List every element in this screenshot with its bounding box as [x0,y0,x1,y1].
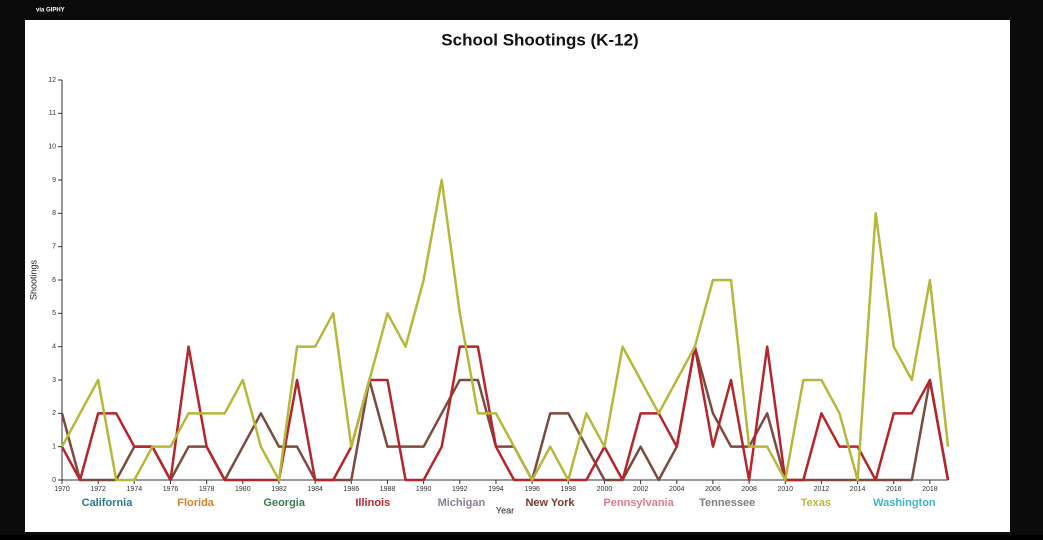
legend-entry: Illinois [355,497,390,509]
x-tick-label: 2016 [886,486,902,493]
x-tick-label: 2004 [669,486,685,493]
legend-entry: Georgia [263,497,305,509]
x-tick-label: 1970 [54,486,70,493]
x-tick-label: 2008 [741,486,757,493]
x-tick-label: 1984 [307,486,323,493]
legend-entry: Tennessee [699,497,755,509]
x-axis-label: Year [496,505,514,515]
x-tick-label: 1998 [560,486,576,493]
y-tick-label: 10 [48,144,56,151]
x-tick-label: 1974 [127,486,143,493]
y-tick-label: 2 [52,410,56,417]
y-tick-label: 3 [52,377,56,384]
y-tick-label: 8 [52,210,56,217]
y-tick-label: 5 [52,310,56,317]
y-tick-label: 11 [49,110,56,117]
x-tick-label: 1972 [90,486,106,493]
legend-entry: California [82,497,134,509]
chart-title: School Shootings (K-12) [441,30,638,49]
legend-entry: Texas [801,497,831,509]
x-tick-label: 1978 [199,486,215,493]
series-line [60,178,950,482]
x-tick-label: 2010 [777,486,793,493]
x-tick-label: 2002 [633,486,649,493]
legend-entry: Washington [873,497,936,509]
x-tick-label: 1988 [380,486,396,493]
x-tick-label: 1976 [163,486,179,493]
y-tick-label: 9 [52,177,56,184]
series-line [60,345,950,482]
x-tick-label: 2014 [850,486,866,493]
y-tick-label: 1 [52,444,56,451]
x-tick-label: 1990 [416,486,432,493]
x-tick-label: 1982 [271,486,287,493]
y-tick-label: 12 [48,77,56,84]
x-tick-label: 2000 [597,486,613,493]
legend-entry: Michigan [438,497,486,509]
legend-entry: New York [525,497,575,509]
x-tick-label: 2006 [705,486,721,493]
y-tick-label: 4 [52,344,56,351]
x-tick-label: 2018 [922,486,938,493]
x-tick-label: 2012 [814,486,830,493]
legend-entry: Florida [177,497,215,509]
x-tick-label: 1980 [235,486,251,493]
y-axis-label: Shootings [28,259,38,300]
x-tick-label: 1992 [452,486,468,493]
legend-entry: Pennsylvania [603,497,674,509]
watermark: via GIPHY [36,8,65,14]
y-tick-label: 0 [52,477,56,484]
y-tick-label: 7 [52,244,56,251]
x-tick-label: 1994 [488,486,504,493]
x-tick-label: 1996 [524,486,540,493]
x-tick-label: 1986 [344,486,360,493]
y-tick-label: 6 [52,277,56,284]
